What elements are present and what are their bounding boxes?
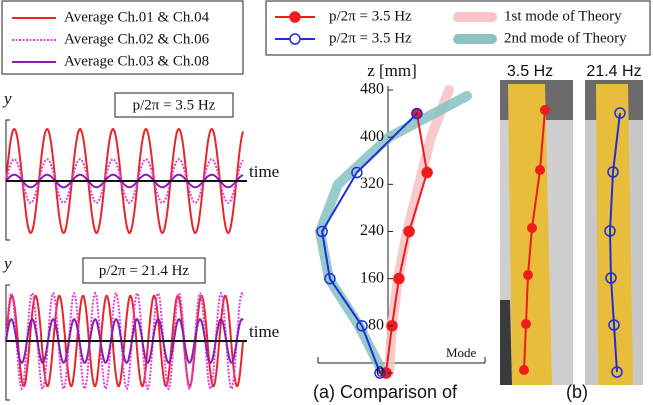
y-tick-label: 480 — [360, 81, 384, 98]
photo-b-shape — [608, 112, 621, 373]
legend-label: Average Ch.01 & Ch.04 — [64, 9, 210, 25]
x-axis-label: time — [249, 322, 279, 341]
y-axis-label: z [mm] — [367, 61, 417, 80]
annotation: p/2π = 21.4 Hz — [99, 263, 190, 279]
legend-marker — [289, 33, 301, 45]
legend-marker — [289, 11, 301, 23]
point — [316, 225, 328, 238]
x-axis-label: time — [249, 162, 279, 181]
y-tick-label: 0 — [376, 364, 384, 381]
point — [351, 166, 363, 179]
wave — [5, 291, 244, 391]
y-tick-label: 80 — [368, 317, 384, 334]
point — [324, 272, 336, 285]
photo-b-points — [604, 107, 626, 378]
annotation: p/2π = 3.5 Hz — [133, 97, 216, 113]
right-legend-box — [265, 0, 651, 56]
annotation-box — [114, 92, 234, 118]
y-tick-label: 320 — [360, 175, 384, 192]
measured-line — [321, 112, 418, 374]
caption: (a) Comparison of — [313, 382, 458, 402]
y-axis-label: y — [2, 89, 12, 108]
wave — [5, 158, 244, 204]
y-tick-label: 240 — [360, 222, 384, 239]
photo-a-points — [519, 105, 550, 375]
y-axis-label: y — [2, 254, 12, 273]
measured-line — [385, 112, 429, 374]
annotation-box — [82, 257, 206, 284]
legend-label: Average Ch.03 & Ch.08 — [64, 53, 209, 69]
photo-a — [500, 80, 573, 385]
legend-label: Average Ch.02 & Ch.06 — [64, 31, 210, 47]
legend-label: 2nd mode of Theory — [504, 30, 627, 46]
point — [421, 166, 433, 179]
point — [374, 367, 386, 379]
photo-label: 21.4 Hz — [586, 63, 641, 80]
point — [393, 272, 405, 285]
caption: (b) — [566, 382, 588, 402]
point — [403, 225, 415, 238]
legend-label: p/2π = 3.5 Hz — [329, 30, 412, 46]
legend-label: p/2π = 3.5 Hz — [329, 8, 412, 24]
y-axis-bracket — [5, 284, 10, 401]
x-axis-label: Mode — [446, 345, 477, 360]
y-tick-label: 160 — [360, 269, 384, 286]
point — [411, 107, 423, 120]
legend-label: 1st mode of Theory — [504, 8, 622, 24]
y-tick-label: 400 — [360, 128, 384, 145]
wave — [5, 317, 244, 365]
photo-label: 3.5 Hz — [507, 63, 553, 80]
photo-a-shape — [523, 109, 546, 371]
point — [356, 320, 368, 332]
